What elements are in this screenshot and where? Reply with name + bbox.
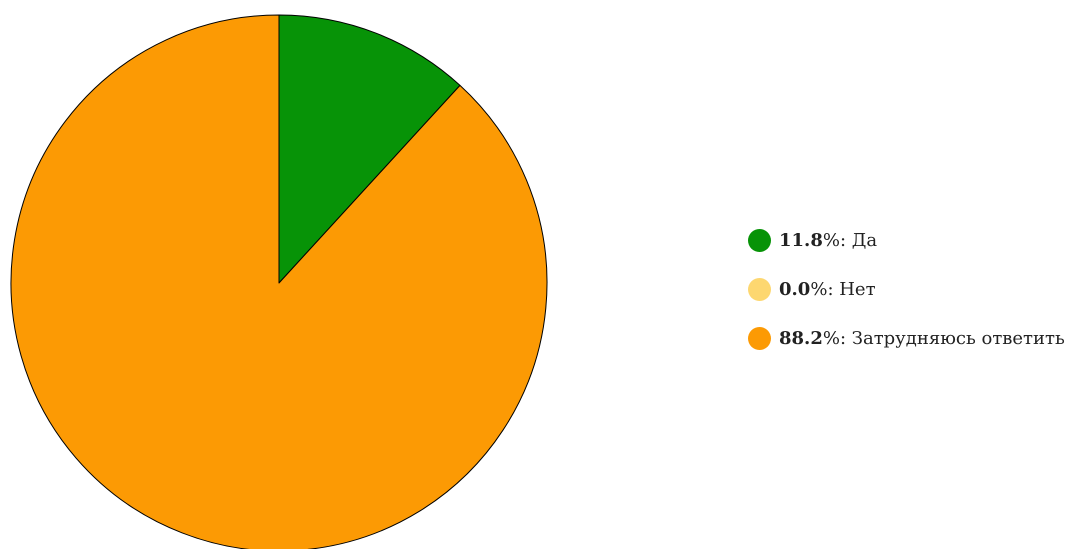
legend-text-net: 0.0%: Нет	[779, 279, 876, 300]
legend-swatch-net	[748, 278, 771, 301]
legend-swatch-da	[748, 229, 771, 252]
legend-value-zatrudnyayus: 88.2	[779, 328, 823, 349]
legend-value-da: 11.8	[779, 230, 823, 251]
pie-slice-zatrudnyayus	[10, 14, 548, 549]
legend-unit-net: %	[810, 279, 828, 300]
legend: 11.8%: Да 0.0%: Нет 88.2%: Затрудняюсь о…	[748, 228, 1065, 375]
legend-item-da: 11.8%: Да	[748, 228, 1065, 253]
legend-label-da: Да	[851, 230, 878, 251]
legend-unit-da: %	[822, 230, 840, 251]
legend-text-da: 11.8%: Да	[779, 230, 878, 251]
legend-unit-zatrudnyayus: %	[822, 328, 840, 349]
pie-slice-da	[278, 14, 461, 284]
legend-label-zatrudnyayus: Затрудняюсь ответить	[851, 328, 1065, 349]
legend-label-net: Нет	[839, 279, 876, 300]
legend-value-net: 0.0	[779, 279, 811, 300]
legend-item-zatrudnyayus: 88.2%: Затрудняюсь ответить	[748, 326, 1065, 351]
legend-text-zatrudnyayus: 88.2%: Затрудняюсь ответить	[779, 328, 1065, 349]
legend-swatch-zatrudnyayus	[748, 327, 771, 350]
legend-item-net: 0.0%: Нет	[748, 277, 1065, 302]
